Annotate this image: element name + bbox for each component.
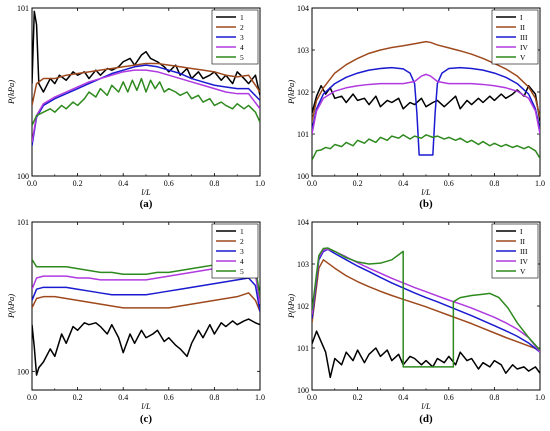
y-tick-label: 100 [297,386,309,395]
x-tick-label: 0.4 [398,179,408,188]
legend-label-II: II [520,237,525,246]
x-tick-label: 0.2 [73,393,83,402]
panel-label-a: (a) [140,198,153,210]
x-tick-label: 1.0 [535,179,545,188]
series-line-2 [32,292,260,312]
x-tick-label: 0.0 [27,393,37,402]
series-group [312,247,540,379]
y-tick-label: 103 [297,260,309,269]
x-tick-label: 0.0 [307,179,317,188]
x-tick-label: 0.6 [164,393,174,402]
x-axis-title: l/L [141,401,151,411]
x-tick-label: 0.6 [164,179,174,188]
series-group [312,40,540,161]
series-line-V [312,134,540,161]
y-tick-label: 101 [297,344,309,353]
y-axis-title: P(kPa) [286,80,296,105]
legend-label-V: V [520,53,526,62]
legend-label-V: V [520,267,526,276]
series-line-4 [32,69,260,143]
legend-label-1: 1 [240,13,244,22]
panel-label-c: (c) [140,413,153,425]
legend-label-IV: IV [520,257,528,266]
y-tick-label: 101 [17,218,29,227]
series-line-3 [32,277,260,312]
legend-label-5: 5 [240,53,244,62]
y-tick-label: 103 [297,46,309,55]
series-line-II [312,259,540,351]
y-axis-title: P(kPa) [6,80,16,105]
x-tick-label: 0.8 [489,179,499,188]
legend-label-IV: IV [520,43,528,52]
legend-label-2: 2 [240,237,244,246]
x-tick-label: 0.8 [209,179,219,188]
y-tick-label: 102 [297,302,309,311]
x-tick-label: 0.8 [489,393,499,402]
y-tick-label: 100 [17,172,29,181]
legend-label-III: III [520,247,528,256]
series-line-III [312,248,540,353]
series-line-1 [32,10,260,96]
series-line-2 [32,62,260,106]
y-axis-title: P(kPa) [6,294,16,319]
legend-label-5: 5 [240,267,244,276]
legend-label-2: 2 [240,23,244,32]
legend-label-II: II [520,23,525,32]
x-tick-label: 1.0 [535,393,545,402]
x-tick-label: 0.0 [307,393,317,402]
y-tick-label: 101 [17,4,29,13]
x-tick-label: 0.2 [73,179,83,188]
legend-label-3: 3 [240,33,244,42]
y-tick-label: 100 [17,367,29,376]
x-tick-label: 0.6 [444,393,454,402]
series-group [32,10,260,146]
x-tick-label: 0.4 [118,179,128,188]
panel-label-b: (b) [419,198,433,210]
x-tick-label: 0.4 [118,393,128,402]
x-tick-label: 0.6 [444,179,454,188]
x-tick-label: 0.0 [27,179,37,188]
legend-label-I: I [520,13,523,22]
series-line-IV [312,73,540,135]
y-tick-label: 104 [297,4,309,13]
y-tick-label: 100 [297,172,309,181]
x-tick-label: 0.2 [353,179,363,188]
legend-label-3: 3 [240,247,244,256]
legend-label-III: III [520,33,528,42]
y-axis-title: P(kPa) [286,294,296,319]
y-tick-label: 102 [297,88,309,97]
x-axis-title: l/L [421,401,431,411]
series-line-5 [32,77,260,126]
series-line-I [312,84,540,122]
x-tick-label: 0.8 [209,393,219,402]
legend-label-4: 4 [240,257,244,266]
chart-panel-b: 0.0 0.2 0.4 0.6 0.8 1.0 100 101 102 103 104 l/L P(kP… [286,4,545,210]
series-line-3 [32,64,260,146]
panel-label-d: (d) [419,413,433,425]
legend-label-4: 4 [240,43,244,52]
x-tick-label: 1.0 [255,179,265,188]
x-tick-label: 1.0 [255,393,265,402]
x-tick-label: 0.2 [353,393,363,402]
series-line-III [312,66,540,156]
y-tick-label: 101 [297,130,309,139]
series-line-II [312,40,540,122]
chart-panel-d: 0.0 0.2 0.4 0.6 0.8 1.0 100 101 102 103 104 l/L P(kP… [286,218,545,425]
legend-label-1: 1 [240,227,244,236]
y-tick-label: 104 [297,218,309,227]
x-axis-title: l/L [421,187,431,197]
series-line-I [312,330,540,379]
series-line-V [312,247,540,368]
legend-label-I: I [520,227,523,236]
series-line-1 [32,318,260,376]
x-axis-title: l/L [141,187,151,197]
x-tick-label: 0.4 [398,393,408,402]
